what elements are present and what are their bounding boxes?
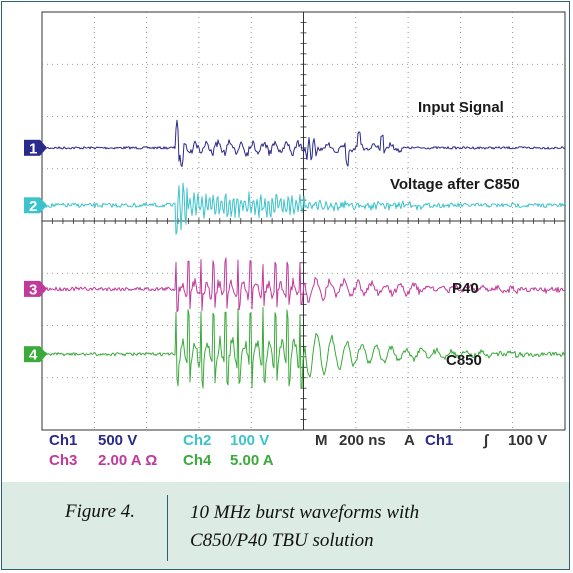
waveform-channel-2 xyxy=(41,182,566,235)
ch1-scale: 500 V xyxy=(98,432,137,449)
trigger-slope-icon: ∫ xyxy=(483,432,490,449)
channel-1-marker: 1 xyxy=(24,139,47,157)
figure-caption: Figure 4. 10 MHz burst waveforms with C8… xyxy=(2,483,569,569)
channel-2-marker-arrow xyxy=(40,197,47,214)
oscilloscope-screen: 1 2 3 4 Input Signa xyxy=(2,2,569,482)
ch3-label: Ch3 xyxy=(49,452,77,469)
caption-line-1: 10 MHz burst waveforms with xyxy=(190,502,420,523)
channel-4-marker: 4 xyxy=(24,346,47,364)
ch4-scale: 5.00 A xyxy=(230,452,274,469)
channel-1-marker-arrow xyxy=(40,139,47,156)
ch2-scale: 100 V xyxy=(230,432,269,449)
trigger-level: 100 V xyxy=(508,432,547,449)
waveform-label-voltage-after-c850: Voltage after C850 xyxy=(390,176,520,193)
channel-2-marker-box xyxy=(24,197,40,214)
caption-line-2: C850/P40 TBU solution xyxy=(190,530,374,551)
ch1-label: Ch1 xyxy=(49,432,77,449)
graticule xyxy=(41,11,566,431)
channel-4-marker-arrow xyxy=(40,346,47,363)
channel-4-number: 4 xyxy=(29,347,38,364)
timebase-value: 200 ns xyxy=(339,432,386,449)
oscilloscope-plot: 1 2 3 4 Input Signa xyxy=(2,2,569,482)
channel-3-marker-arrow xyxy=(40,280,47,297)
waveform-label-input-signal: Input Signal xyxy=(418,99,504,116)
ch3-scale: 2.00 A Ω xyxy=(98,452,157,469)
channel-3-number: 3 xyxy=(29,281,37,298)
waveform-channel-3 xyxy=(41,257,566,313)
caption-divider xyxy=(167,495,168,561)
channel-1-number: 1 xyxy=(29,140,37,157)
figure-caption-text: 10 MHz burst waveforms with C850/P40 TBU… xyxy=(190,499,550,555)
channel-4-marker-box xyxy=(24,346,40,363)
waveform-label-c850: C850 xyxy=(446,352,482,369)
waveform-channel-1 xyxy=(41,119,566,167)
figure-number: Figure 4. xyxy=(65,501,136,522)
timebase-m: M xyxy=(315,432,328,449)
waveform-channel-4 xyxy=(41,307,566,389)
channel-3-marker: 3 xyxy=(24,280,47,298)
ch2-label: Ch2 xyxy=(183,432,211,449)
channel-markers: 1 2 3 4 xyxy=(24,139,47,364)
settings-readout: Ch1 500 V Ch2 100 V Ch3 2.00 A Ω Ch4 5.0… xyxy=(49,432,547,469)
channel-2-marker: 2 xyxy=(24,197,47,215)
channel-1-marker-box xyxy=(24,139,40,156)
ch4-label: Ch4 xyxy=(183,452,212,469)
trigger-channel: Ch1 xyxy=(425,432,453,449)
waveform-label-p40: P40 xyxy=(452,280,479,297)
trigger-a: A xyxy=(404,432,415,449)
channel-2-number: 2 xyxy=(29,198,37,215)
screen-background xyxy=(2,2,569,482)
waveform-labels: Input Signal Voltage after C850 P40 C850 xyxy=(390,99,520,369)
waveforms xyxy=(41,119,566,389)
channel-3-marker-box xyxy=(24,280,40,297)
